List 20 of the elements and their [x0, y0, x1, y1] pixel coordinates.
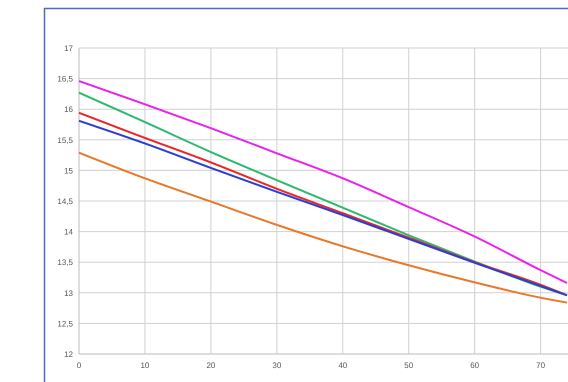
x-tick-label: 40	[338, 361, 348, 370]
y-tick-label: 14,5	[57, 197, 74, 206]
y-tick-label: 16	[64, 105, 74, 114]
y-tick-label: 13	[64, 288, 74, 298]
x-tick-label: 0	[76, 361, 82, 370]
x-tick-label: 20	[206, 361, 216, 370]
y-tick-label: 15,5	[57, 136, 74, 145]
y-tick-label: 14	[64, 228, 74, 237]
y-tick-label: 13,5	[57, 258, 74, 268]
x-tick-label: 50	[404, 361, 414, 370]
x-tick-label: 70	[536, 361, 546, 370]
y-tick-label: 16,5	[57, 74, 74, 84]
y-tick-label: 12,5	[57, 319, 74, 328]
x-tick-label: 30	[272, 361, 282, 370]
x-tick-label: 10	[140, 361, 150, 370]
x-tick-label: 60	[470, 361, 480, 370]
y-tick-label: 17	[64, 44, 74, 53]
line-series	[78, 152, 568, 304]
y-tick-label: 12	[64, 350, 74, 359]
y-tick-label: 15	[64, 166, 74, 176]
